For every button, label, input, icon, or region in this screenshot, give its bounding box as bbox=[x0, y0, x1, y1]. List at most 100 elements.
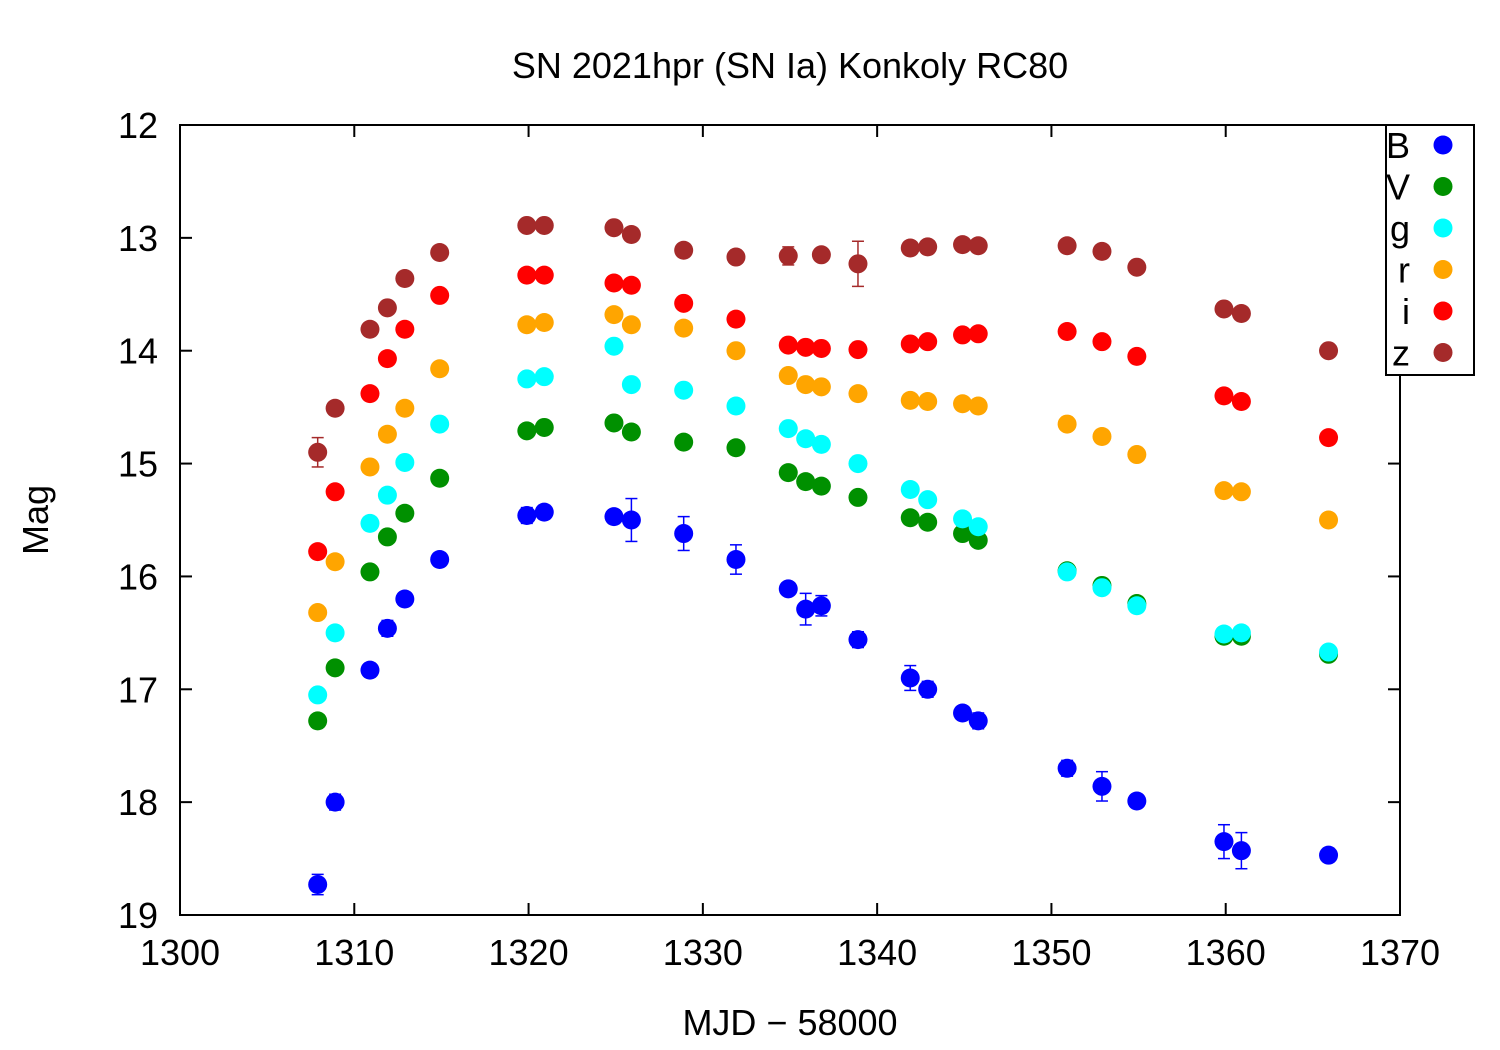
x-tick-label: 1360 bbox=[1186, 932, 1266, 973]
data-point-z bbox=[1127, 257, 1147, 277]
data-point-g bbox=[1319, 642, 1339, 662]
data-point-V bbox=[796, 472, 816, 492]
legend-label-i: i bbox=[1402, 291, 1410, 332]
data-point-V bbox=[968, 530, 988, 550]
data-point-g bbox=[1057, 562, 1077, 582]
data-point-i bbox=[360, 384, 380, 404]
data-point-z bbox=[1092, 241, 1112, 261]
data-point-B bbox=[534, 502, 554, 522]
y-tick-label: 13 bbox=[118, 218, 158, 259]
data-point-i bbox=[900, 334, 920, 354]
data-point-i bbox=[1127, 346, 1147, 366]
data-point-V bbox=[918, 512, 938, 532]
data-point-i bbox=[517, 265, 537, 285]
data-point-r bbox=[726, 341, 746, 361]
data-point-B bbox=[1214, 832, 1234, 852]
data-point-g bbox=[900, 480, 920, 500]
series-r bbox=[308, 305, 1339, 623]
data-point-z bbox=[517, 215, 537, 235]
data-point-i bbox=[1214, 386, 1234, 406]
data-point-i bbox=[1057, 322, 1077, 342]
data-point-z bbox=[811, 245, 831, 265]
data-point-i bbox=[534, 265, 554, 285]
data-point-z bbox=[1057, 236, 1077, 256]
data-point-g bbox=[848, 454, 868, 474]
data-point-B bbox=[968, 711, 988, 731]
data-point-z bbox=[1319, 341, 1339, 361]
data-point-g bbox=[1214, 624, 1234, 644]
data-point-z bbox=[377, 298, 397, 318]
data-point-B bbox=[778, 579, 798, 599]
data-point-V bbox=[811, 476, 831, 496]
data-point-z bbox=[360, 319, 380, 339]
data-point-g bbox=[604, 336, 624, 356]
data-point-B bbox=[918, 679, 938, 699]
series-V bbox=[308, 413, 1339, 731]
data-point-z bbox=[430, 243, 450, 263]
data-point-i bbox=[726, 309, 746, 329]
data-point-z bbox=[778, 246, 798, 266]
data-point-r bbox=[534, 313, 554, 332]
legend-marker-g bbox=[1433, 218, 1453, 238]
chart-title: SN 2021hpr (SN Ia) Konkoly RC80 bbox=[512, 45, 1068, 86]
data-point-r bbox=[674, 318, 694, 338]
data-point-B bbox=[430, 550, 450, 569]
legend-marker-V bbox=[1433, 177, 1453, 196]
data-point-g bbox=[395, 452, 415, 472]
data-point-B bbox=[395, 589, 415, 609]
legend-marker-i bbox=[1433, 301, 1453, 321]
series-i bbox=[308, 265, 1339, 562]
data-point-B bbox=[1127, 791, 1147, 811]
data-point-z bbox=[726, 247, 746, 267]
data-point-B bbox=[1319, 845, 1339, 865]
data-point-z bbox=[918, 237, 938, 257]
data-point-V bbox=[900, 508, 920, 528]
data-point-i bbox=[308, 542, 328, 562]
x-tick-label: 1370 bbox=[1360, 932, 1440, 973]
data-point-V bbox=[517, 421, 537, 441]
data-point-B bbox=[604, 507, 624, 527]
data-point-i bbox=[796, 337, 816, 357]
legend-label-r: r bbox=[1398, 250, 1410, 291]
data-point-r bbox=[811, 377, 831, 397]
data-point-r bbox=[430, 359, 450, 379]
data-point-i bbox=[674, 293, 694, 313]
data-point-B bbox=[325, 792, 345, 812]
data-point-V bbox=[395, 503, 415, 523]
data-point-V bbox=[377, 527, 397, 547]
data-point-i bbox=[953, 325, 973, 345]
legend-box bbox=[1385, 124, 1475, 376]
y-tick-label: 12 bbox=[118, 105, 158, 146]
data-point-B bbox=[726, 550, 746, 569]
data-point-g bbox=[325, 623, 345, 643]
data-point-z bbox=[900, 238, 920, 258]
series-g bbox=[308, 336, 1339, 705]
data-point-B bbox=[1092, 776, 1112, 796]
data-point-g bbox=[726, 396, 746, 416]
data-point-V bbox=[726, 438, 746, 458]
data-point-i bbox=[430, 285, 450, 305]
data-point-V bbox=[674, 432, 694, 452]
data-point-g bbox=[360, 513, 380, 533]
data-point-g bbox=[796, 429, 816, 449]
data-point-z bbox=[395, 268, 415, 288]
data-point-r bbox=[918, 392, 938, 411]
data-point-r bbox=[1231, 482, 1251, 502]
data-point-B bbox=[377, 618, 397, 638]
data-point-V bbox=[778, 463, 798, 483]
data-point-V bbox=[430, 468, 450, 488]
data-point-g bbox=[674, 380, 694, 400]
data-point-z bbox=[674, 240, 694, 260]
data-point-g bbox=[968, 517, 988, 537]
data-point-g bbox=[811, 434, 831, 454]
data-point-i bbox=[1319, 428, 1339, 448]
legend-label-g: g bbox=[1390, 208, 1410, 249]
y-tick-label: 16 bbox=[118, 556, 158, 597]
data-point-V bbox=[325, 658, 345, 678]
data-point-B bbox=[900, 668, 920, 688]
axis-ticks: 1300 1310 1320 1330 1340 1350 1360 1370 12 13 14 15… bbox=[118, 105, 1440, 973]
data-point-i bbox=[395, 319, 415, 339]
data-point-g bbox=[377, 485, 397, 505]
